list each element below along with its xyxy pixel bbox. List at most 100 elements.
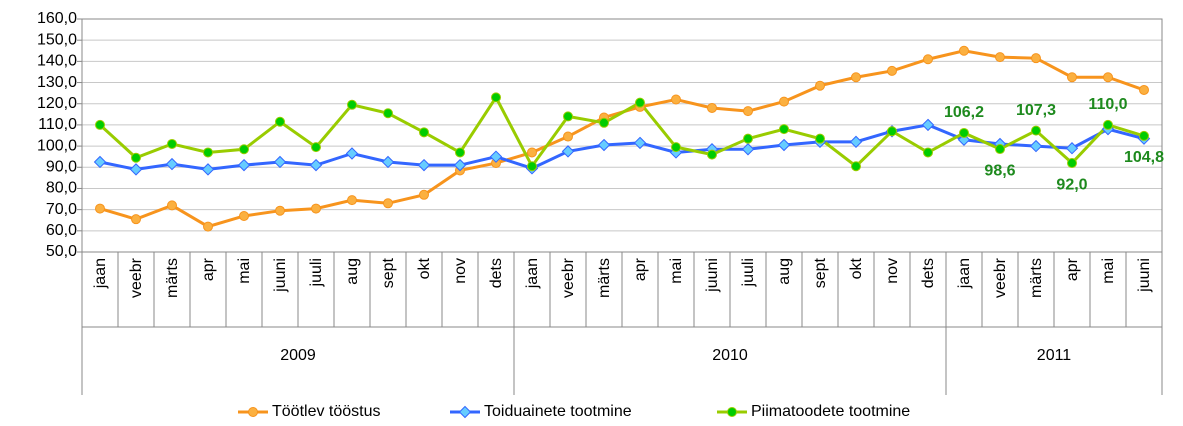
- marker: [95, 203, 105, 214]
- legend-entry: Toiduainete tootmine: [450, 403, 632, 420]
- marker: [707, 149, 717, 160]
- marker: [129, 163, 143, 176]
- legend-label: Toiduainete tootmine: [484, 403, 632, 420]
- group-label: 2010: [712, 347, 748, 364]
- marker: [165, 157, 179, 171]
- marker: [815, 133, 825, 144]
- series-line: [99, 123, 1145, 171]
- x-tick-label: jaan: [524, 258, 541, 289]
- marker: [1139, 130, 1149, 141]
- series-line: [98, 94, 1145, 170]
- marker: [563, 111, 573, 122]
- x-tick-label: apr: [632, 257, 649, 281]
- x-tick-label: veebr: [128, 257, 145, 298]
- marker: [203, 221, 213, 232]
- marker: [527, 161, 537, 172]
- marker: [237, 158, 251, 172]
- marker: [923, 147, 933, 158]
- x-tick-label: juuni: [1136, 258, 1153, 293]
- x-tick-label: mai: [236, 258, 253, 284]
- marker: [887, 126, 897, 137]
- marker: [741, 143, 755, 156]
- marker: [1029, 139, 1043, 153]
- marker: [248, 407, 258, 417]
- data-label: 92,0: [1056, 176, 1087, 193]
- x-tick-label: märts: [164, 258, 181, 298]
- x-tick-label: dets: [920, 258, 937, 288]
- marker: [1103, 119, 1113, 130]
- marker: [417, 158, 431, 172]
- marker: [167, 200, 177, 211]
- data-label: 107,3: [1016, 102, 1056, 119]
- marker: [491, 92, 501, 103]
- marker: [995, 52, 1005, 63]
- x-tick-label: juuni: [272, 258, 289, 293]
- marker: [561, 145, 575, 158]
- x-tick-label: märts: [596, 258, 613, 298]
- x-tick-label: okt: [416, 257, 433, 279]
- marker: [1031, 125, 1041, 136]
- marker: [727, 407, 737, 417]
- data-label: 110,0: [1088, 96, 1127, 113]
- y-tick-label: 100,0: [37, 137, 77, 154]
- y-tick-label: 120,0: [37, 95, 77, 112]
- marker: [779, 124, 789, 135]
- marker: [1103, 72, 1113, 83]
- marker: [203, 147, 213, 158]
- marker: [311, 203, 321, 214]
- marker: [239, 210, 249, 221]
- marker: [201, 163, 215, 176]
- marker: [633, 136, 647, 150]
- marker: [851, 161, 861, 172]
- legend-entry: Piimatoodete tootmine: [717, 403, 910, 420]
- x-tick-label: aug: [776, 258, 793, 285]
- marker: [815, 80, 825, 91]
- marker: [597, 138, 611, 152]
- marker: [131, 214, 141, 225]
- x-tick-label: okt: [848, 257, 865, 279]
- marker: [671, 142, 681, 153]
- legend-entry: Töötlev tööstus: [238, 403, 381, 420]
- marker: [923, 54, 933, 65]
- data-label: 98,6: [984, 162, 1015, 179]
- marker: [1031, 53, 1041, 64]
- marker: [1067, 72, 1077, 83]
- marker: [309, 158, 323, 172]
- marker: [851, 72, 861, 83]
- x-tick-label: aug: [344, 258, 361, 285]
- marker: [275, 205, 285, 216]
- marker: [455, 147, 465, 158]
- marker: [959, 45, 969, 56]
- marker: [921, 118, 935, 132]
- x-tick-label: jaan: [956, 258, 973, 289]
- marker: [131, 152, 141, 163]
- x-tick-label: nov: [452, 258, 469, 284]
- marker: [1067, 158, 1077, 169]
- y-tick-label: 70,0: [46, 201, 77, 218]
- x-tick-label: sept: [380, 257, 397, 288]
- x-tick-label: sept: [812, 257, 829, 288]
- marker: [381, 155, 395, 169]
- marker: [311, 142, 321, 153]
- x-tick-label: apr: [1064, 257, 1081, 281]
- marker: [383, 198, 393, 209]
- marker: [453, 158, 467, 172]
- marker: [93, 155, 107, 169]
- marker: [563, 131, 573, 142]
- x-tick-label: dets: [488, 258, 505, 288]
- marker: [275, 116, 285, 127]
- marker: [458, 405, 472, 419]
- y-tick-label: 60,0: [46, 222, 77, 239]
- marker: [1065, 142, 1079, 155]
- y-tick-label: 90,0: [46, 158, 77, 175]
- marker: [743, 133, 753, 144]
- x-tick-label: mai: [668, 258, 685, 284]
- marker: [777, 138, 791, 152]
- marker: [779, 96, 789, 107]
- y-tick-label: 150,0: [37, 31, 77, 48]
- x-tick-label: juuni: [704, 258, 721, 293]
- marker: [707, 102, 717, 113]
- marker: [1139, 84, 1149, 95]
- x-tick-label: juuli: [740, 258, 757, 287]
